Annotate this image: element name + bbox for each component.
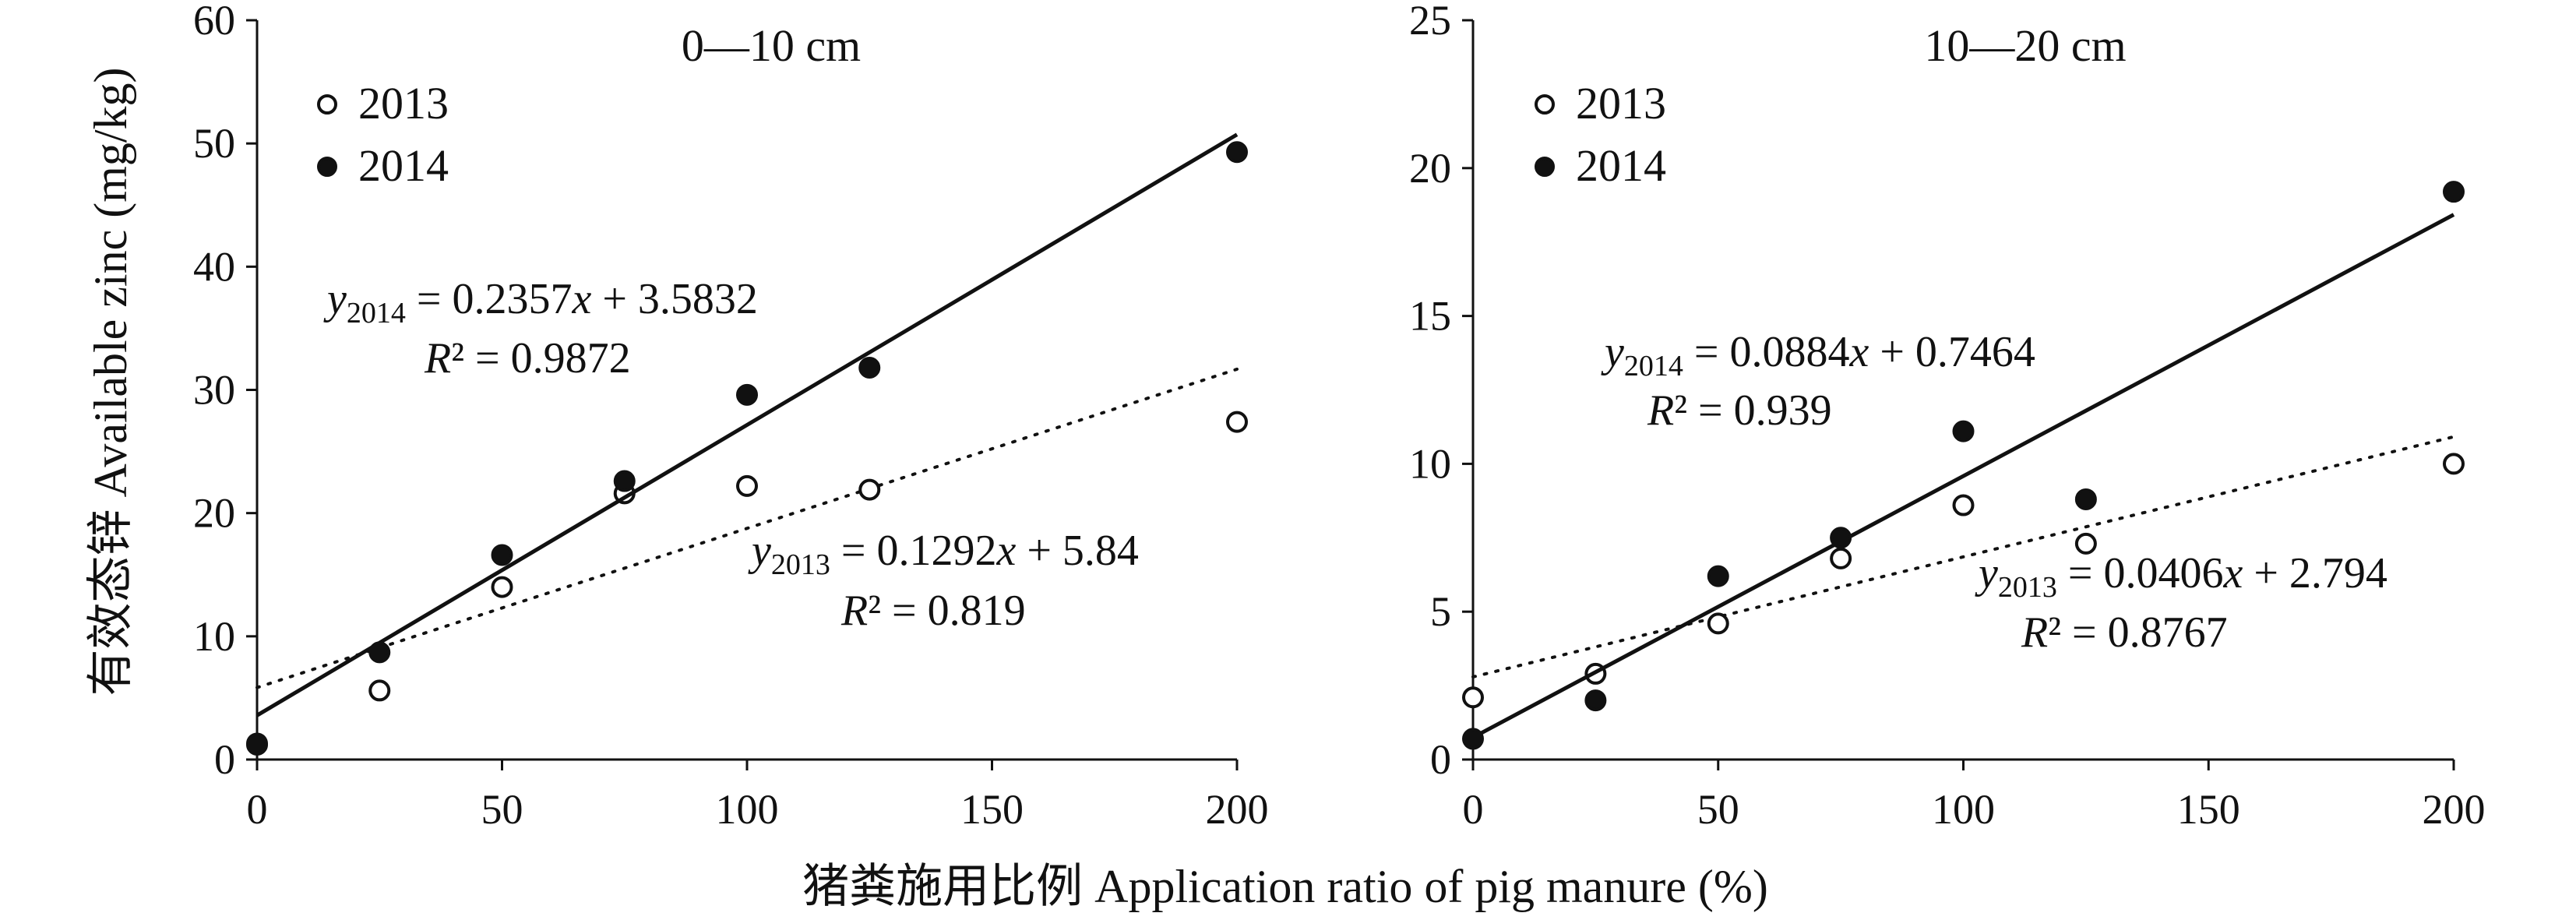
data-point-2013 [736,474,758,497]
legend-marker-2014 [317,157,337,177]
legend-marker-2013 [1535,94,1555,115]
data-point-2014 [1462,728,1484,750]
data-point-2013 [491,576,513,598]
data-point-2014 [1952,420,1975,442]
r-squared-2013: R² = 0.819 [840,587,1026,635]
x-tick-label: 100 [1932,786,1995,833]
legend-label-2014: 2014 [1576,140,1666,191]
legend-label-2014: 2014 [358,140,449,191]
y-tick-label: 10 [193,613,235,660]
panel-title: 0—10 cm [682,20,861,71]
x-tick-label: 50 [481,786,523,833]
data-point-2014 [368,641,391,664]
regression-equation-2013: y2013 = 0.1292x + 5.84 [748,527,1139,581]
x-tick-label: 50 [1697,786,1739,833]
regression-equation-2013: y2013 = 0.0406x + 2.794 [1975,549,2387,604]
data-point-2013 [1830,547,1852,569]
data-point-2013 [1226,411,1248,433]
chart-panel-0-10cm: 0 10 20 30 40 50 60 0 50 100 150 200 0—10 cm 2013 2014… [193,0,1269,833]
data-point-2013 [2443,453,2465,475]
regression-equation-2014: y2014 = 0.2357x + 3.5832 [323,275,758,330]
y-tick-label: 0 [1430,736,1451,783]
y-tick-label: 20 [1409,145,1451,192]
data-point-2014 [1226,141,1248,164]
legend-marker-2013 [317,94,337,115]
y-tick-label: 60 [193,0,235,44]
legend-label-2013: 2013 [1576,78,1666,129]
x-tick-label: 150 [2177,786,2240,833]
data-point-2014 [491,544,513,566]
data-point-2014 [736,383,758,406]
trendline-2014 [1471,213,2455,739]
data-point-2013 [1707,612,1729,635]
trendline-2013 [255,367,1239,689]
y-tick-label: 0 [214,736,235,783]
data-point-2014 [1707,565,1729,587]
x-tick-label: 200 [2423,786,2486,833]
legend-label-2013: 2013 [358,78,449,129]
y-tick-label: 25 [1409,0,1451,44]
data-point-2014 [1584,689,1607,712]
data-point-2013 [1462,686,1484,709]
y-tick-label: 50 [193,120,235,167]
panel-title: 10—20 cm [1924,20,2126,71]
data-point-2013 [368,679,391,702]
x-tick-label: 100 [716,786,779,833]
x-tick-label: 0 [1463,786,1484,833]
data-point-2013 [1952,494,1975,516]
data-point-2014 [2074,488,2097,510]
legend-marker-2014 [1535,157,1555,177]
y-tick-label: 20 [193,490,235,537]
y-axis-label: 有效态锌 Available zinc (mg/kg) [85,67,136,696]
trendline-2014 [255,132,1239,717]
data-point-2013 [2074,532,2097,555]
y-tick-label: 5 [1430,588,1451,635]
r-squared-2014: R² = 0.9872 [424,334,631,382]
x-axis-label: 猪粪施用比例 Application ratio of pig manure (… [802,861,1768,912]
regression-equation-2014: y2014 = 0.0884x + 0.7464 [1601,328,2035,382]
chart-panel-10-20cm: 0 5 10 15 20 25 0 50 100 150 200 10—20 cm 2013 2014 y2… [1409,0,2486,833]
y-tick-label: 30 [193,367,235,414]
x-tick-label: 200 [1206,786,1269,833]
y-tick-label: 15 [1409,293,1451,340]
data-point-2013 [858,478,881,501]
x-tick-label: 150 [960,786,1024,833]
data-point-2014 [246,732,268,755]
data-point-2014 [858,357,881,379]
trendline-2013 [1471,435,2455,679]
data-point-2014 [613,470,636,492]
data-point-2014 [2443,181,2465,203]
r-squared-2014: R² = 0.939 [1647,386,1832,435]
y-tick-label: 10 [1409,440,1451,487]
x-tick-label: 0 [247,786,268,833]
r-squared-2013: R² = 0.8767 [2021,608,2228,657]
y-tick-label: 40 [193,243,235,290]
data-point-2014 [1830,527,1852,549]
